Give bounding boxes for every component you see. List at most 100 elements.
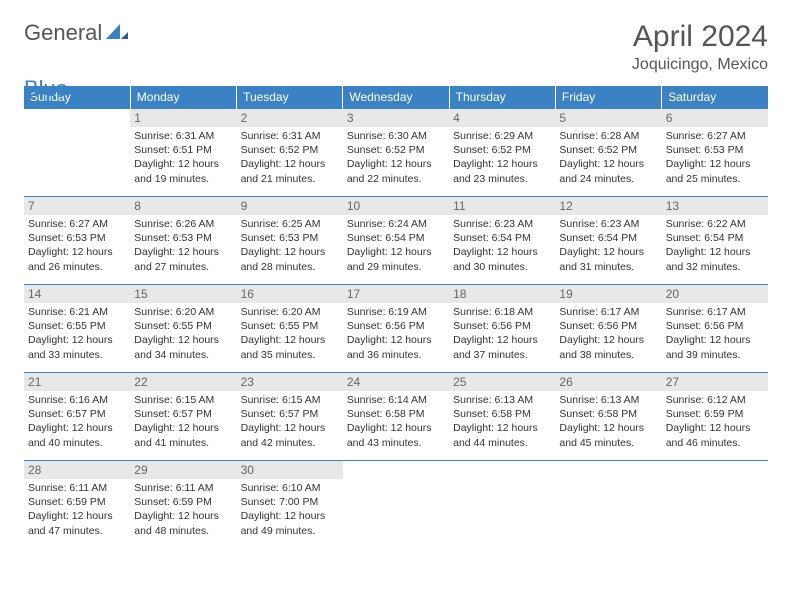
calendar-cell: 9Sunrise: 6:25 AMSunset: 6:53 PMDaylight… [237,197,343,285]
calendar-cell: 17Sunrise: 6:19 AMSunset: 6:56 PMDayligh… [343,285,449,373]
detail-line: Sunset: 6:54 PM [666,231,764,245]
day-details: Sunrise: 6:24 AMSunset: 6:54 PMDaylight:… [343,215,449,276]
detail-line: Daylight: 12 hours [666,421,764,435]
detail-line: and 22 minutes. [347,172,445,186]
detail-line: Sunset: 6:53 PM [666,143,764,157]
logo-text-a: General [24,20,102,46]
detail-line: Daylight: 12 hours [134,333,232,347]
calendar-cell: 22Sunrise: 6:15 AMSunset: 6:57 PMDayligh… [130,373,236,461]
day-header: Thursday [449,86,555,109]
day-number: 22 [130,373,236,391]
detail-line: Sunset: 6:54 PM [559,231,657,245]
detail-line: Daylight: 12 hours [134,421,232,435]
day-number: 1 [130,109,236,127]
detail-line: Sunset: 6:58 PM [453,407,551,421]
day-header: Tuesday [237,86,343,109]
day-details: Sunrise: 6:26 AMSunset: 6:53 PMDaylight:… [130,215,236,276]
detail-line: Sunrise: 6:17 AM [559,305,657,319]
detail-line: Daylight: 12 hours [453,157,551,171]
location-label: Joquicingo, Mexico [632,56,768,74]
day-details: Sunrise: 6:17 AMSunset: 6:56 PMDaylight:… [555,303,661,364]
day-number: 21 [24,373,130,391]
calendar-cell: 28Sunrise: 6:11 AMSunset: 6:59 PMDayligh… [24,461,130,549]
day-number: 24 [343,373,449,391]
detail-line: Daylight: 12 hours [134,245,232,259]
day-number: 11 [449,197,555,215]
detail-line: Sunset: 6:59 PM [28,495,126,509]
calendar-cell: 20Sunrise: 6:17 AMSunset: 6:56 PMDayligh… [662,285,768,373]
detail-line: and 31 minutes. [559,260,657,274]
day-details: Sunrise: 6:31 AMSunset: 6:51 PMDaylight:… [130,127,236,188]
detail-line: Sunrise: 6:31 AM [241,129,339,143]
day-number: 6 [662,109,768,127]
detail-line: Sunset: 6:59 PM [666,407,764,421]
day-details: Sunrise: 6:31 AMSunset: 6:52 PMDaylight:… [237,127,343,188]
calendar-cell [555,461,661,549]
calendar-cell: 5Sunrise: 6:28 AMSunset: 6:52 PMDaylight… [555,109,661,197]
day-details: Sunrise: 6:20 AMSunset: 6:55 PMDaylight:… [237,303,343,364]
detail-line: and 27 minutes. [134,260,232,274]
detail-line: Sunset: 6:57 PM [241,407,339,421]
calendar-body: 1Sunrise: 6:31 AMSunset: 6:51 PMDaylight… [24,109,768,549]
detail-line: and 44 minutes. [453,436,551,450]
detail-line: Daylight: 12 hours [241,245,339,259]
detail-line: Sunrise: 6:27 AM [666,129,764,143]
detail-line: Sunrise: 6:19 AM [347,305,445,319]
day-number: 27 [662,373,768,391]
calendar-row: 1Sunrise: 6:31 AMSunset: 6:51 PMDaylight… [24,109,768,197]
calendar-row: 14Sunrise: 6:21 AMSunset: 6:55 PMDayligh… [24,285,768,373]
detail-line: and 29 minutes. [347,260,445,274]
detail-line: Sunset: 6:53 PM [134,231,232,245]
detail-line: Sunrise: 6:13 AM [559,393,657,407]
detail-line: Sunset: 6:53 PM [28,231,126,245]
calendar-cell: 13Sunrise: 6:22 AMSunset: 6:54 PMDayligh… [662,197,768,285]
day-number: 4 [449,109,555,127]
day-details: Sunrise: 6:15 AMSunset: 6:57 PMDaylight:… [130,391,236,452]
detail-line: Sunrise: 6:10 AM [241,481,339,495]
calendar-row: 7Sunrise: 6:27 AMSunset: 6:53 PMDaylight… [24,197,768,285]
day-details: Sunrise: 6:16 AMSunset: 6:57 PMDaylight:… [24,391,130,452]
detail-line: and 43 minutes. [347,436,445,450]
detail-line: Daylight: 12 hours [559,157,657,171]
calendar-cell [662,461,768,549]
calendar-cell: 29Sunrise: 6:11 AMSunset: 6:59 PMDayligh… [130,461,236,549]
day-details: Sunrise: 6:17 AMSunset: 6:56 PMDaylight:… [662,303,768,364]
calendar-row: 21Sunrise: 6:16 AMSunset: 6:57 PMDayligh… [24,373,768,461]
day-details: Sunrise: 6:13 AMSunset: 6:58 PMDaylight:… [449,391,555,452]
day-details: Sunrise: 6:21 AMSunset: 6:55 PMDaylight:… [24,303,130,364]
detail-line: Daylight: 12 hours [347,333,445,347]
detail-line: Sunrise: 6:11 AM [28,481,126,495]
detail-line: and 34 minutes. [134,348,232,362]
calendar-cell: 30Sunrise: 6:10 AMSunset: 7:00 PMDayligh… [237,461,343,549]
detail-line: Sunrise: 6:22 AM [666,217,764,231]
calendar-cell: 24Sunrise: 6:14 AMSunset: 6:58 PMDayligh… [343,373,449,461]
detail-line: Daylight: 12 hours [453,421,551,435]
detail-line: Sunset: 6:56 PM [666,319,764,333]
detail-line: and 30 minutes. [453,260,551,274]
day-number: 20 [662,285,768,303]
calendar-cell: 7Sunrise: 6:27 AMSunset: 6:53 PMDaylight… [24,197,130,285]
day-number: 18 [449,285,555,303]
calendar-cell: 14Sunrise: 6:21 AMSunset: 6:55 PMDayligh… [24,285,130,373]
detail-line: Daylight: 12 hours [134,157,232,171]
detail-line: and 49 minutes. [241,524,339,538]
detail-line: Daylight: 12 hours [666,245,764,259]
month-title: April 2024 [632,20,768,54]
detail-line: Sunset: 6:59 PM [134,495,232,509]
logo-sail-icon [106,24,128,42]
detail-line: Daylight: 12 hours [666,333,764,347]
detail-line: Daylight: 12 hours [241,157,339,171]
detail-line: Sunrise: 6:25 AM [241,217,339,231]
detail-line: Sunrise: 6:27 AM [28,217,126,231]
detail-line: Sunset: 6:53 PM [241,231,339,245]
detail-line: Sunset: 6:56 PM [453,319,551,333]
logo-text-b: Blue [24,76,68,102]
day-number: 7 [24,197,130,215]
day-details: Sunrise: 6:28 AMSunset: 6:52 PMDaylight:… [555,127,661,188]
day-number: 23 [237,373,343,391]
detail-line: and 35 minutes. [241,348,339,362]
detail-line: Daylight: 12 hours [28,421,126,435]
detail-line: Daylight: 12 hours [453,245,551,259]
day-number: 2 [237,109,343,127]
detail-line: Sunrise: 6:13 AM [453,393,551,407]
